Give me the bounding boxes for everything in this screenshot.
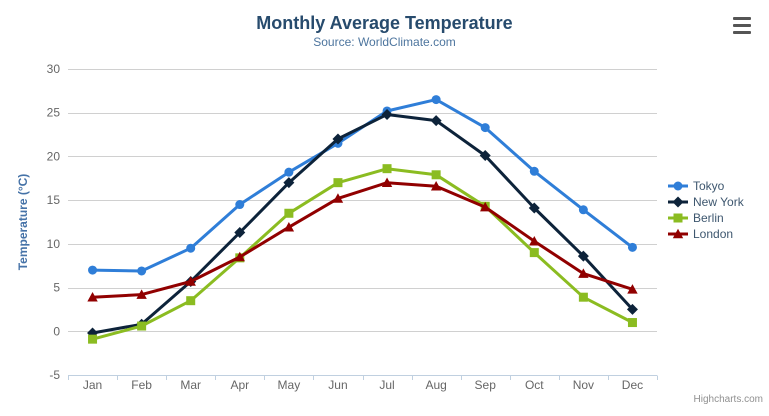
legend-symbol-london bbox=[672, 228, 684, 239]
x-axis-label: Aug bbox=[425, 378, 446, 392]
marker-london-dec[interactable] bbox=[627, 284, 638, 294]
marker-new-york-sep[interactable] bbox=[479, 150, 491, 162]
legend-symbol-berlin bbox=[673, 213, 683, 223]
marker-berlin-nov[interactable] bbox=[578, 292, 588, 302]
legend: Tokyo New York Berlin London bbox=[668, 179, 744, 241]
x-axis-label: Jun bbox=[328, 378, 347, 392]
x-axis-label: Oct bbox=[525, 378, 544, 392]
y-axis-label: 0 bbox=[53, 324, 60, 338]
marker-new-york-oct[interactable] bbox=[528, 202, 540, 214]
marker-tokyo-aug[interactable] bbox=[431, 95, 441, 105]
marker-new-york-nov[interactable] bbox=[577, 250, 589, 262]
legend-symbol-new-york bbox=[672, 196, 684, 208]
x-axis-label: Dec bbox=[622, 378, 643, 392]
y-axis-label: 20 bbox=[47, 149, 61, 163]
export-menu-button[interactable] bbox=[733, 17, 751, 34]
marker-london-mar[interactable] bbox=[185, 276, 196, 286]
hamburger-icon bbox=[733, 17, 751, 21]
x-axis-label: Mar bbox=[180, 378, 201, 392]
y-axis-label: 25 bbox=[47, 106, 61, 120]
legend-marker-new-york bbox=[668, 196, 688, 208]
x-axis-label: Feb bbox=[131, 378, 152, 392]
y-axis-label: 10 bbox=[47, 237, 61, 251]
marker-london-apr[interactable] bbox=[234, 251, 245, 262]
marker-tokyo-nov[interactable] bbox=[578, 205, 588, 215]
marker-new-york-apr[interactable] bbox=[234, 226, 246, 238]
marker-berlin-jan[interactable] bbox=[88, 334, 98, 344]
x-axis-label: Sep bbox=[475, 378, 497, 392]
legend-item-tokyo[interactable]: Tokyo bbox=[668, 179, 744, 193]
x-axis-label: Jul bbox=[379, 378, 394, 392]
legend-label-london: London bbox=[693, 227, 734, 241]
legend-label-new-york: New York bbox=[693, 195, 744, 209]
marker-berlin-mar[interactable] bbox=[186, 296, 196, 306]
marker-new-york-jun[interactable] bbox=[332, 133, 344, 145]
y-axis-label: 15 bbox=[47, 193, 61, 207]
marker-berlin-feb[interactable] bbox=[137, 321, 147, 331]
marker-berlin-dec[interactable] bbox=[627, 318, 637, 328]
series-line-new-york[interactable] bbox=[91, 113, 634, 335]
series-tokyo bbox=[88, 95, 637, 276]
legend-marker-tokyo bbox=[668, 181, 688, 191]
legend-marker-berlin bbox=[668, 213, 688, 223]
y-axis-label: 30 bbox=[47, 62, 61, 76]
marker-berlin-jul[interactable] bbox=[382, 164, 392, 174]
marker-london-feb[interactable] bbox=[136, 289, 147, 299]
series-london bbox=[87, 177, 638, 302]
marker-new-york-aug[interactable] bbox=[430, 115, 442, 127]
marker-london-jan[interactable] bbox=[87, 291, 98, 302]
series-line-london[interactable] bbox=[91, 181, 634, 299]
legend-marker-london bbox=[668, 228, 688, 239]
marker-tokyo-jan[interactable] bbox=[88, 265, 98, 275]
marker-new-york-dec[interactable] bbox=[626, 303, 638, 315]
marker-new-york-may[interactable] bbox=[283, 177, 295, 189]
marker-berlin-jun[interactable] bbox=[333, 178, 343, 188]
credits-link[interactable]: Highcharts.com bbox=[693, 394, 763, 405]
series-line-berlin[interactable] bbox=[91, 167, 634, 341]
marker-tokyo-dec[interactable] bbox=[627, 242, 637, 252]
y-axis-label: 5 bbox=[53, 281, 60, 295]
marker-london-sep[interactable] bbox=[480, 201, 491, 212]
marker-london-oct[interactable] bbox=[529, 236, 540, 246]
marker-berlin-oct[interactable] bbox=[529, 248, 539, 258]
marker-london-nov[interactable] bbox=[578, 268, 589, 278]
chart-subtitle: Source: WorldClimate.com bbox=[313, 35, 456, 49]
chart-title: Monthly Average Temperature bbox=[256, 13, 513, 33]
legend-item-london[interactable]: London bbox=[668, 227, 744, 241]
y-axis-title: Temperature (°C) bbox=[16, 173, 30, 271]
marker-london-may[interactable] bbox=[283, 222, 295, 232]
marker-tokyo-oct[interactable] bbox=[529, 166, 539, 176]
marker-london-jul[interactable] bbox=[381, 177, 393, 187]
marker-tokyo-mar[interactable] bbox=[186, 243, 196, 253]
x-axis-label: Jan bbox=[83, 378, 102, 392]
marker-berlin-aug[interactable] bbox=[431, 170, 441, 180]
marker-tokyo-apr[interactable] bbox=[235, 200, 245, 210]
x-axis-label: Nov bbox=[573, 378, 594, 392]
legend-item-berlin[interactable]: Berlin bbox=[668, 211, 744, 225]
legend-label-berlin: Berlin bbox=[693, 211, 724, 225]
series-berlin bbox=[88, 164, 637, 344]
series-new-york bbox=[87, 108, 638, 339]
marker-london-jun[interactable] bbox=[332, 193, 344, 203]
legend-label-tokyo: Tokyo bbox=[693, 179, 725, 193]
marker-tokyo-may[interactable] bbox=[284, 167, 294, 177]
legend-symbol-tokyo bbox=[673, 181, 683, 191]
y-axis-label: -5 bbox=[49, 368, 60, 382]
marker-tokyo-sep[interactable] bbox=[480, 123, 490, 133]
x-axis-label: Apr bbox=[230, 378, 249, 392]
x-axis-label: May bbox=[278, 378, 301, 392]
marker-tokyo-feb[interactable] bbox=[137, 266, 147, 276]
marker-london-aug[interactable] bbox=[430, 180, 442, 191]
legend-item-new-york[interactable]: New York bbox=[668, 195, 744, 209]
marker-new-york-jul[interactable] bbox=[381, 108, 393, 120]
marker-berlin-may[interactable] bbox=[284, 208, 294, 218]
